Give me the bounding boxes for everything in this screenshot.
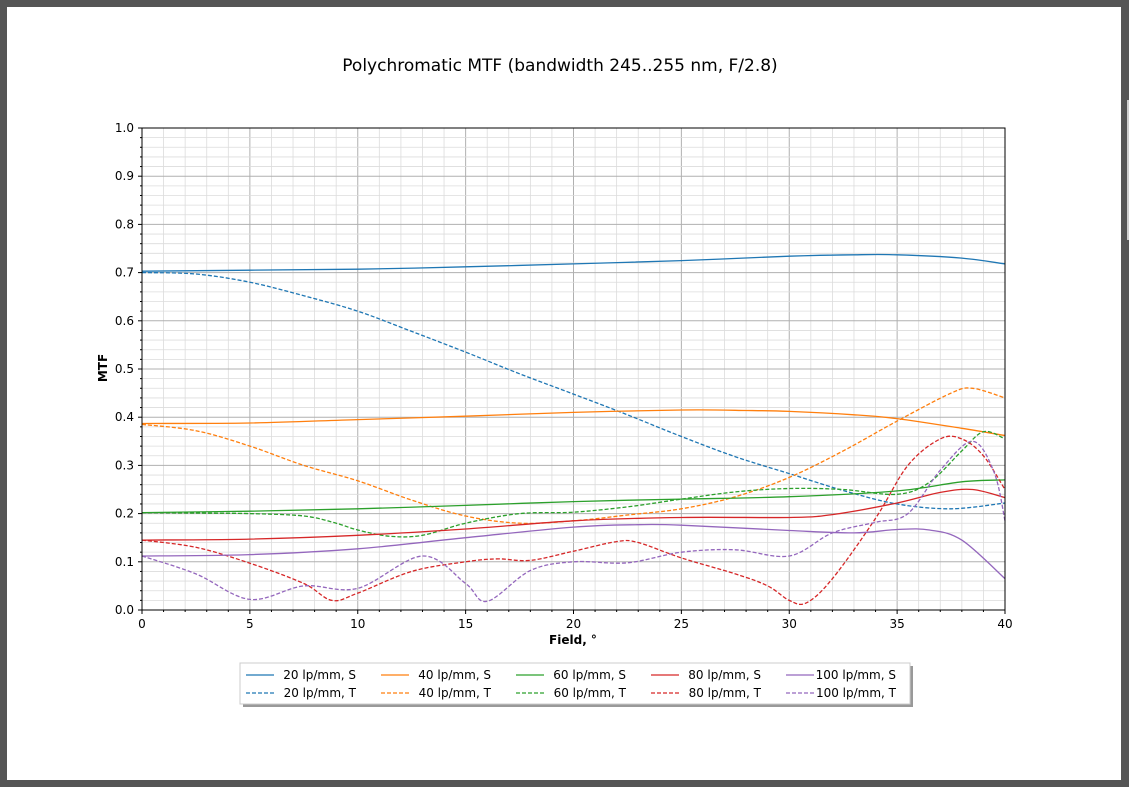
x-tick-label: 35 [889, 617, 904, 631]
legend-label-0: 20 lp/mm, S [283, 668, 356, 682]
y-tick-label: 0.8 [115, 217, 134, 231]
x-tick-label: 15 [458, 617, 473, 631]
legend-label-3: 40 lp/mm, T [419, 686, 492, 700]
figure-canvas [7, 7, 1121, 780]
series-line-2 [141, 409, 1006, 437]
series-line-8 [141, 523, 1006, 580]
series-line-1 [141, 271, 1006, 510]
legend-label-2: 40 lp/mm, S [418, 668, 491, 682]
y-tick-label: 1.0 [115, 121, 134, 135]
y-tick-label: 0.3 [115, 458, 134, 472]
y-tick-label: 0.7 [115, 266, 134, 280]
y-tick-label: 0.0 [115, 603, 134, 617]
y-tick-label: 0.4 [115, 410, 134, 424]
axis-ticks: 0 5 10 15 20 25 30 35 40 0.0 0.1 0.2 0.3 0.4 0.5 0.6 0.7… [115, 121, 1013, 631]
chart-title: Polychromatic MTF (bandwidth 245..255 nm… [342, 56, 777, 76]
series-line-4 [141, 479, 1006, 514]
series-line-5 [141, 430, 1006, 538]
x-tick-label: 20 [566, 617, 581, 631]
legend: 20 lp/mm, S 20 lp/mm, T 40 lp/mm, S 40 lp/m… [239, 662, 913, 707]
y-tick-label: 0.9 [115, 169, 134, 183]
series-line-3 [141, 387, 1006, 525]
y-tick-label: 0.5 [115, 362, 134, 376]
legend-label-4: 60 lp/mm, S [553, 668, 626, 682]
legend-label-8: 100 lp/mm, S [816, 668, 896, 682]
y-tick-label: 0.1 [115, 555, 134, 569]
x-tick-label: 30 [782, 617, 797, 631]
legend-label-5: 60 lp/mm, T [554, 686, 627, 700]
series-line-6 [141, 488, 1006, 541]
window-edge [1127, 100, 1129, 240]
x-axis-title: Field, ° [549, 633, 597, 647]
legend-label-9: 100 lp/mm, T [816, 686, 897, 700]
series-line-9 [141, 440, 1006, 603]
series-line-0 [141, 253, 1006, 272]
x-tick-label: 0 [138, 617, 146, 631]
y-tick-label: 0.2 [115, 507, 134, 521]
legend-label-1: 20 lp/mm, T [284, 686, 357, 700]
series-line-7 [141, 435, 1006, 606]
grid [141, 127, 1006, 611]
legend-box [239, 662, 911, 705]
x-tick-label: 25 [674, 617, 689, 631]
x-tick-label: 40 [997, 617, 1012, 631]
x-tick-label: 10 [350, 617, 365, 631]
legend-label-6: 80 lp/mm, S [688, 668, 761, 682]
series-lines [141, 253, 1006, 606]
x-tick-label: 5 [246, 617, 254, 631]
legend-label-7: 80 lp/mm, T [689, 686, 762, 700]
y-axis-title: MTF [96, 354, 110, 382]
y-tick-label: 0.6 [115, 314, 134, 328]
